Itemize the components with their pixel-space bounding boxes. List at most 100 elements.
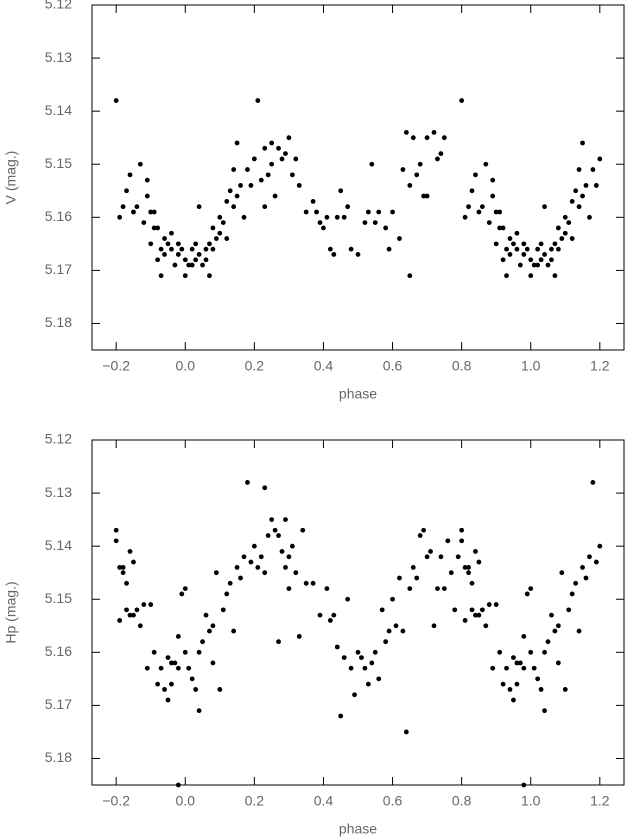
data-point (410, 135, 416, 141)
data-point (569, 591, 575, 597)
data-point (175, 241, 181, 247)
data-point (521, 633, 527, 639)
data-point (597, 156, 603, 162)
data-point (269, 517, 275, 523)
data-point (545, 262, 551, 268)
data-point (497, 209, 503, 215)
data-point (196, 649, 202, 655)
data-point (562, 230, 568, 236)
data-point (245, 167, 250, 172)
data-point (573, 188, 579, 194)
data-point (569, 236, 575, 241)
data-point (583, 183, 589, 188)
data-point (431, 623, 437, 629)
data-point (151, 649, 157, 655)
x-tick-label: 0.0 (176, 793, 196, 809)
data-point (417, 533, 423, 538)
data-point (117, 214, 123, 220)
data-point (276, 639, 281, 645)
data-point (414, 575, 420, 581)
data-point (338, 713, 344, 719)
data-point (355, 649, 361, 655)
data-point (345, 204, 351, 210)
data-point (417, 161, 423, 167)
data-point (289, 172, 295, 178)
data-point (438, 554, 444, 560)
data-point (587, 214, 592, 220)
data-point (283, 564, 288, 570)
data-point (303, 580, 309, 586)
x-tick-label: 0.4 (314, 358, 334, 374)
data-point (113, 527, 119, 533)
data-point (369, 161, 375, 167)
data-point (521, 665, 527, 671)
data-point (314, 209, 319, 215)
data-point (365, 681, 371, 687)
data-point (473, 172, 478, 178)
y-tick-label: 5.13 (45, 484, 72, 500)
data-point (238, 183, 243, 188)
data-point (555, 246, 561, 252)
data-point (483, 161, 489, 167)
data-point (348, 246, 354, 252)
data-point (182, 257, 188, 263)
data-point (286, 554, 292, 560)
data-point (148, 602, 154, 607)
data-point (445, 538, 451, 544)
data-point (576, 204, 582, 210)
data-point (203, 612, 209, 618)
data-point (386, 246, 392, 252)
data-point (524, 591, 530, 597)
data-point (196, 708, 202, 714)
data-point (120, 564, 126, 570)
data-point (324, 214, 330, 220)
data-point (224, 591, 230, 597)
data-point (517, 262, 523, 268)
data-point (258, 554, 264, 560)
data-point (542, 204, 547, 210)
data-point (141, 602, 147, 607)
data-point (193, 257, 199, 263)
data-point (372, 220, 378, 226)
data-point (193, 241, 199, 247)
data-point (566, 220, 572, 226)
data-point (203, 246, 209, 252)
data-point (559, 570, 565, 576)
data-point (376, 676, 382, 682)
data-point (265, 172, 271, 178)
data-point (524, 246, 530, 252)
data-point (421, 193, 427, 199)
data-point (500, 681, 506, 687)
data-point (131, 559, 136, 565)
data-point (155, 681, 161, 687)
data-point (283, 151, 288, 157)
data-point (148, 209, 154, 215)
y-tick-label: 5.14 (45, 102, 72, 118)
data-point (117, 618, 123, 623)
data-point (196, 204, 202, 210)
data-point (210, 660, 216, 666)
data-point (113, 538, 119, 544)
data-point (231, 628, 237, 634)
data-point (410, 564, 416, 570)
data-point (310, 580, 316, 586)
data-point (175, 633, 181, 639)
data-point (403, 729, 409, 735)
data-point (528, 273, 534, 279)
data-point (186, 262, 192, 268)
data-point (469, 607, 475, 613)
data-point (182, 273, 188, 279)
data-point (511, 697, 516, 703)
data-point (459, 538, 465, 544)
data-point (403, 129, 409, 135)
data-point (545, 639, 551, 645)
data-point (117, 564, 123, 570)
data-point (538, 257, 544, 263)
data-point (137, 623, 143, 629)
data-point (466, 204, 471, 210)
y-tick-label: 5.12 (45, 0, 72, 12)
data-point (144, 193, 150, 199)
data-point (331, 612, 337, 618)
data-point (521, 252, 527, 257)
data-point (317, 612, 323, 618)
